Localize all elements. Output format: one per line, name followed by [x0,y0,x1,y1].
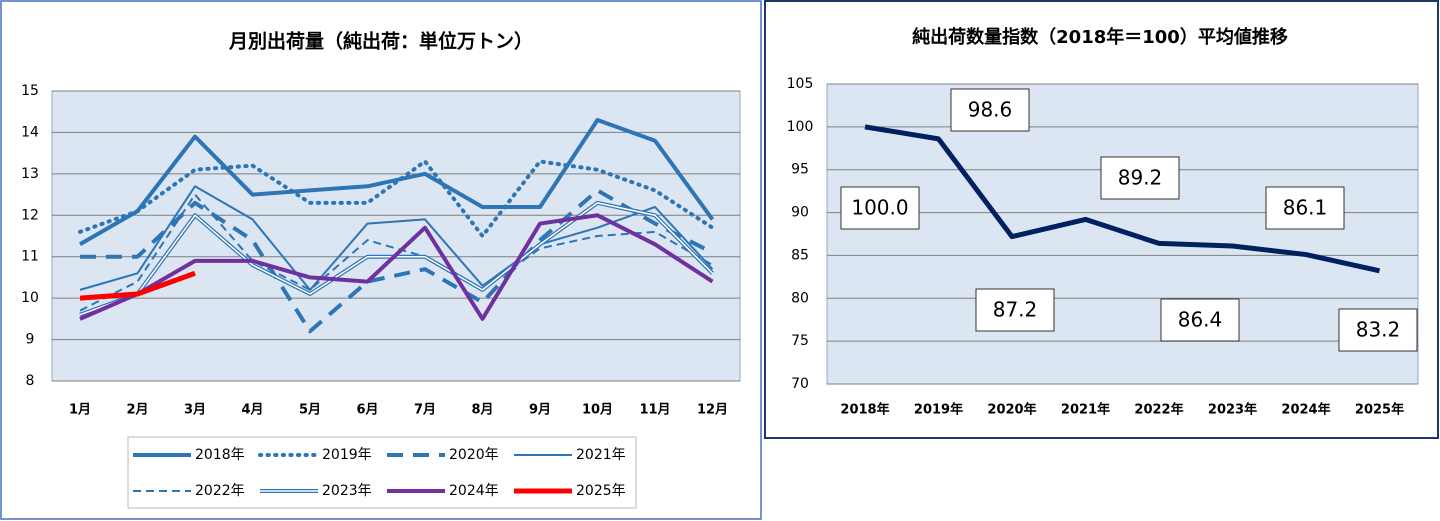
x-tick-label: 10月 [582,403,613,418]
x-tick-label: 11月 [639,403,670,418]
y-tick-label: 95 [791,162,809,178]
y-tick-label: 9 [26,332,35,348]
legend-label: 2018年 [195,447,245,463]
series-line [78,159,715,238]
x-tick-label: 2024年 [1281,402,1330,418]
chart-title: 月別出荷量（純出荷：単位万トン） [228,30,533,53]
y-tick-label: 80 [791,290,809,306]
chart-title: 純出荷数量指数（2018年＝100）平均値推移 [912,26,1288,48]
data-label: 100.0 [851,196,908,220]
label-box [1265,186,1345,230]
x-tick-label: 9月 [529,403,551,418]
series-line [79,118,715,247]
series-line [79,213,714,321]
label-box [840,186,920,230]
x-tick-label: 7月 [414,403,436,418]
data-label: 86.4 [1178,308,1223,332]
label-box [1338,308,1418,352]
x-tick-label: 2018年 [840,402,889,418]
x-tick-label: 12月 [697,403,728,418]
x-tick-label: 2025年 [1355,402,1404,418]
y-tick-label: 85 [791,247,809,263]
x-tick-label: 2023年 [1208,402,1257,418]
x-tick-label: 2021年 [1061,402,1110,418]
x-tick-label: 5月 [299,403,321,418]
x-tick-label: 4月 [241,403,263,418]
x-tick-label: 2019年 [914,402,963,418]
data-label: 89.2 [1118,166,1163,190]
data-label: 83.2 [1356,318,1401,342]
y-tick-label: 75 [791,333,809,349]
y-tick-label: 100 [787,119,814,135]
legend-label: 2020年 [449,447,499,463]
y-tick-label: 10 [21,290,39,306]
y-tick-label: 13 [21,166,39,182]
legend-label: 2025年 [576,483,626,499]
label-box [950,88,1030,132]
legend-label: 2019年 [322,447,372,463]
x-tick-label: 8月 [471,403,493,418]
label-box [1100,156,1180,200]
label-box [1160,298,1240,342]
y-tick-label: 12 [21,207,39,223]
y-tick-label: 70 [791,376,809,392]
y-tick-label: 90 [791,205,809,221]
data-label: 86.1 [1283,196,1328,220]
series-line [80,188,714,334]
legend-label: 2024年 [449,483,499,499]
x-tick-label: 3月 [184,403,206,418]
x-tick-label: 2020年 [987,402,1036,418]
x-tick-label: 6月 [356,403,378,418]
legend-label: 2021年 [576,447,626,463]
y-tick-label: 14 [21,124,39,140]
y-tick-label: 8 [26,373,35,389]
data-label: 87.2 [993,298,1038,322]
y-tick-label: 15 [21,83,39,99]
x-tick-label: 2月 [126,403,148,418]
series-line [864,124,1381,274]
x-tick-label: 2022年 [1134,402,1183,418]
series-line [79,270,196,301]
legend-label: 2023年 [322,483,372,499]
y-tick-label: 105 [787,76,814,92]
label-box [975,288,1055,332]
legend [127,436,637,509]
y-tick-label: 11 [21,249,39,265]
legend-label: 2022年 [195,483,245,499]
series-line [79,185,714,291]
data-label: 98.6 [968,98,1013,122]
x-tick-label: 1月 [69,403,91,418]
